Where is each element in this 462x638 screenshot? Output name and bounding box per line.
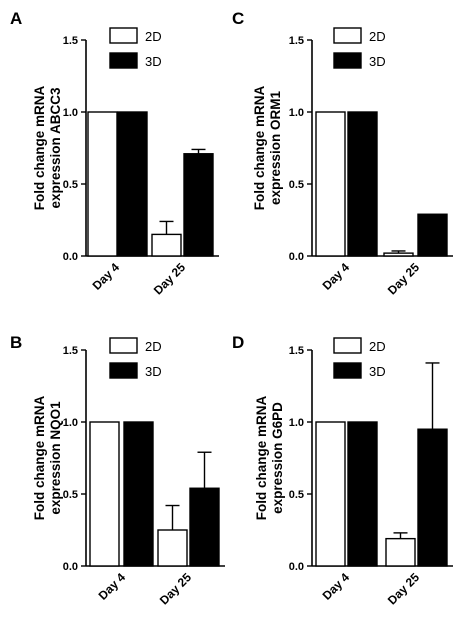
y-tick-label: 1.0 [289,417,304,429]
bar-3d-day-4 [117,111,148,257]
bar-3d-day-4 [347,421,378,567]
y-tick-label: 0.5 [63,489,78,501]
y-tick-label: 1.5 [289,345,304,357]
legend-label-3d: 3D [145,364,162,379]
y-tick-label: 0.5 [289,489,304,501]
chart-panel-d: D Fold change mRNA expression G6PD 0.0 0.5 1.… [232,333,453,607]
bar-2d-day-4 [315,421,346,567]
x-tick-label: Day 4 [96,570,129,603]
chart-panel-c: C Fold change mRNA expression ORM1 0.0 0.5 1.… [232,9,453,297]
legend-label-3d: 3D [369,364,386,379]
y-tick-label: 0.0 [63,561,78,573]
legend-swatch-2d [333,27,362,44]
bar-2d-day-25 [385,537,416,567]
legend-swatch-2d [109,337,138,354]
legend-label-2d: 2D [369,29,386,44]
bar-3d-day-25 [417,213,448,257]
y-axis-label: Fold change mRNA [32,396,47,521]
legend-label-3d: 3D [145,54,162,69]
bar-2d-day-25 [151,233,182,257]
bar-2d-day-4 [89,421,120,567]
y-axis-label: expression ABCC3 [48,87,63,209]
panel-letter: B [10,333,22,352]
y-tick-label: 1.0 [289,107,304,119]
y-tick-label: 1.0 [63,107,78,119]
y-tick-label: 0.0 [289,251,304,263]
bar-2d-day-25 [383,252,414,257]
bar-3d-day-4 [123,421,154,567]
bar-2d-day-4 [315,111,346,257]
y-axis-label: Fold change mRNA [254,396,269,521]
bar-2d-day-4 [87,111,118,257]
x-tick-label: Day 4 [320,570,353,603]
bar-2d-day-25 [157,529,188,567]
panel-letter: C [232,9,244,28]
legend-label-2d: 2D [145,29,162,44]
legend-swatch-3d [333,362,362,379]
y-axis-label: expression ORM1 [268,90,283,205]
x-tick-label: Day 25 [385,260,422,297]
y-tick-label: 0.5 [63,179,78,191]
chart-panel-a: A Fold change mRNA expression ABCC3 0.0 0.5 1… [10,9,219,297]
x-tick-label: Day 4 [320,260,353,293]
y-tick-label: 1.5 [63,345,78,357]
y-tick-label: 0.0 [63,251,78,263]
legend-label-2d: 2D [369,339,386,354]
chart-panel-b: B Fold change mRNA expression NQO1 0.0 0.5 1.… [10,333,225,607]
y-tick-label: 1.5 [63,35,78,47]
y-tick-label: 0.0 [289,561,304,573]
x-tick-label: Day 25 [151,260,188,297]
y-tick-label: 1.5 [289,35,304,47]
y-axis-label: Fold change mRNA [32,86,47,211]
legend-swatch-2d [333,337,362,354]
legend-label-2d: 2D [145,339,162,354]
x-tick-label: Day 25 [385,570,422,607]
bar-3d-day-25 [183,153,214,257]
legend-swatch-3d [109,52,138,69]
legend-swatch-3d [333,52,362,69]
panel-letter: A [10,9,22,28]
y-axis-label: expression G6PD [270,402,285,514]
y-axis-label: Fold change mRNA [252,86,267,211]
x-tick-label: Day 25 [157,570,194,607]
panel-letter: D [232,333,244,352]
legend-swatch-3d [109,362,138,379]
bar-3d-day-25 [189,487,220,567]
y-tick-label: 1.0 [63,417,78,429]
bar-3d-day-25 [417,428,448,567]
legend-swatch-2d [109,27,138,44]
y-tick-label: 0.5 [289,179,304,191]
bar-3d-day-4 [347,111,378,257]
legend-label-3d: 3D [369,54,386,69]
x-tick-label: Day 4 [90,260,123,293]
y-axis-label: expression NQO1 [48,401,63,515]
